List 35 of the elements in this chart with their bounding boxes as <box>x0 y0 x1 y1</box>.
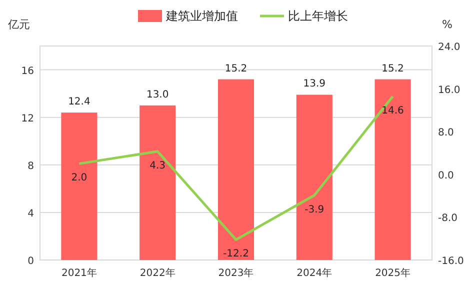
bar <box>296 94 332 260</box>
data-label: 13.0 <box>146 89 169 100</box>
data-label: 4.3 <box>150 160 166 172</box>
y2-tick-label: -16.0 <box>438 256 464 267</box>
bar <box>61 112 98 260</box>
y2-tick-label: 0.0 <box>438 170 454 182</box>
data-label: -12.2 <box>223 248 249 260</box>
y-tick-label: 8 <box>28 160 34 172</box>
legend-label: 建筑业增加值 <box>165 9 238 23</box>
y-tick-label: 12 <box>21 113 34 124</box>
bar <box>218 79 254 260</box>
bar <box>374 79 411 260</box>
data-label: -3.9 <box>304 204 324 216</box>
x-tick-label: 2025年 <box>375 267 411 279</box>
x-tick-label: 2022年 <box>140 267 176 279</box>
y-tick-label: 4 <box>28 208 34 220</box>
y-axis-title: 亿元 <box>7 18 30 31</box>
data-label: 15.2 <box>382 63 404 74</box>
y2-axis-title: % <box>442 18 452 31</box>
legend-label: 比上年增长 <box>288 9 348 23</box>
data-label: 12.4 <box>68 96 90 108</box>
bar <box>140 105 176 260</box>
data-label: 2.0 <box>71 172 88 184</box>
y2-tick-label: 8.0 <box>438 128 454 139</box>
x-tick-label: 2021年 <box>61 267 97 279</box>
y-tick-label: 0 <box>28 256 34 267</box>
x-tick-label: 2024年 <box>296 267 332 279</box>
y-tick-label: 16 <box>21 66 34 77</box>
data-label: 14.6 <box>382 105 404 116</box>
y2-tick-label: 24.0 <box>438 42 460 53</box>
y2-tick-label: 16.0 <box>438 84 460 96</box>
data-label: 15.2 <box>224 63 248 74</box>
y2-tick-label: -8.0 <box>438 213 458 224</box>
x-tick-label: 2023年 <box>218 267 254 279</box>
data-label: 13.9 <box>303 78 326 90</box>
